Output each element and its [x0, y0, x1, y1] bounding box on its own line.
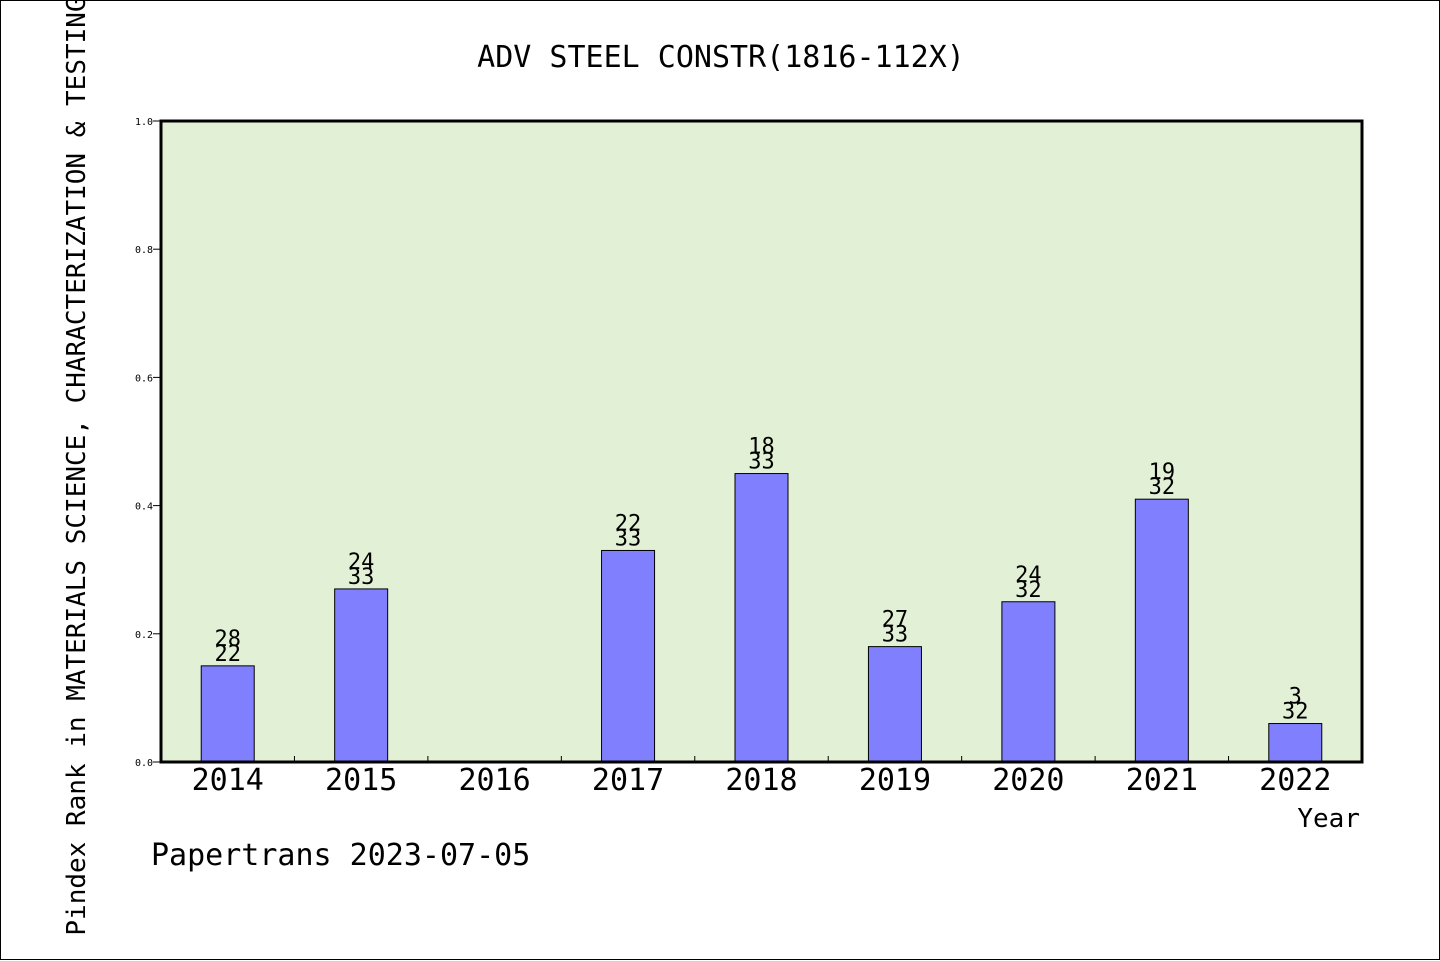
bar-2021 [1134, 498, 1189, 763]
x-tick-label: 2017 [592, 763, 664, 798]
bar-2015 [334, 588, 389, 763]
x-tick-label: 2015 [325, 763, 397, 798]
x-axis-ticks: 2014 2015 2016 2017 2018 2019 2020 2021 2022 [192, 756, 1331, 798]
y-tick-label: 0.4 [135, 502, 153, 513]
bar-total-label: 33 [748, 450, 775, 475]
bar-2018 [734, 473, 789, 763]
x-tick-label: 2020 [992, 763, 1064, 798]
bar-total-label: 33 [348, 565, 375, 590]
y-axis-label: Pindex Rank in MATERIALS SCIENCE, CHARAC… [62, 1, 92, 936]
y-tick-label: 0.0 [135, 758, 153, 769]
plot-frame [159, 119, 1364, 764]
bar-rank-label: 28 [214, 627, 241, 652]
bar-total-label: 33 [882, 623, 909, 648]
x-axis-label: Year [1297, 804, 1360, 834]
x-tick-label: 2022 [1259, 763, 1331, 798]
bar-rank-label: 27 [882, 608, 909, 633]
bar-2019 [867, 646, 922, 763]
bar-rank-label: 19 [1149, 460, 1176, 485]
bar-total-label: 32 [1015, 578, 1042, 603]
footer-credit: Papertrans 2023-07-05 [151, 838, 530, 873]
y-tick-label: 1.0 [135, 117, 153, 128]
bar-total-label: 33 [615, 526, 642, 551]
bar-rank-label: 3 [1289, 685, 1302, 710]
y-axis-ticks: 0.0 0.2 0.4 0.6 0.8 1.0 [135, 117, 161, 769]
y-tick-label: 0.6 [135, 373, 153, 384]
bar-total-label: 32 [1149, 475, 1176, 500]
y-tick-label: 0.2 [135, 630, 153, 641]
bars [200, 473, 1323, 763]
bar-rank-label: 22 [615, 511, 642, 536]
x-tick-label: 2014 [192, 763, 264, 798]
bar-total-label: 22 [214, 642, 241, 667]
x-tick-label: 2019 [859, 763, 931, 798]
x-tick-label: 2016 [458, 763, 530, 798]
bar-rank-label: 24 [348, 550, 375, 575]
bar-2017 [601, 549, 656, 763]
bar-2022 [1268, 723, 1323, 763]
bar-total-label: 32 [1282, 700, 1309, 725]
bar-2014 [200, 665, 255, 763]
bar-rank-label: 24 [1015, 563, 1042, 588]
x-tick-label: 2018 [725, 763, 797, 798]
bar-rank-label: 18 [748, 435, 775, 460]
y-tick-label: 0.8 [135, 245, 153, 256]
x-tick-label: 2021 [1126, 763, 1198, 798]
chart-title: ADV STEEL CONSTR(1816-112X) [477, 40, 965, 75]
bar-2020 [1001, 601, 1056, 763]
